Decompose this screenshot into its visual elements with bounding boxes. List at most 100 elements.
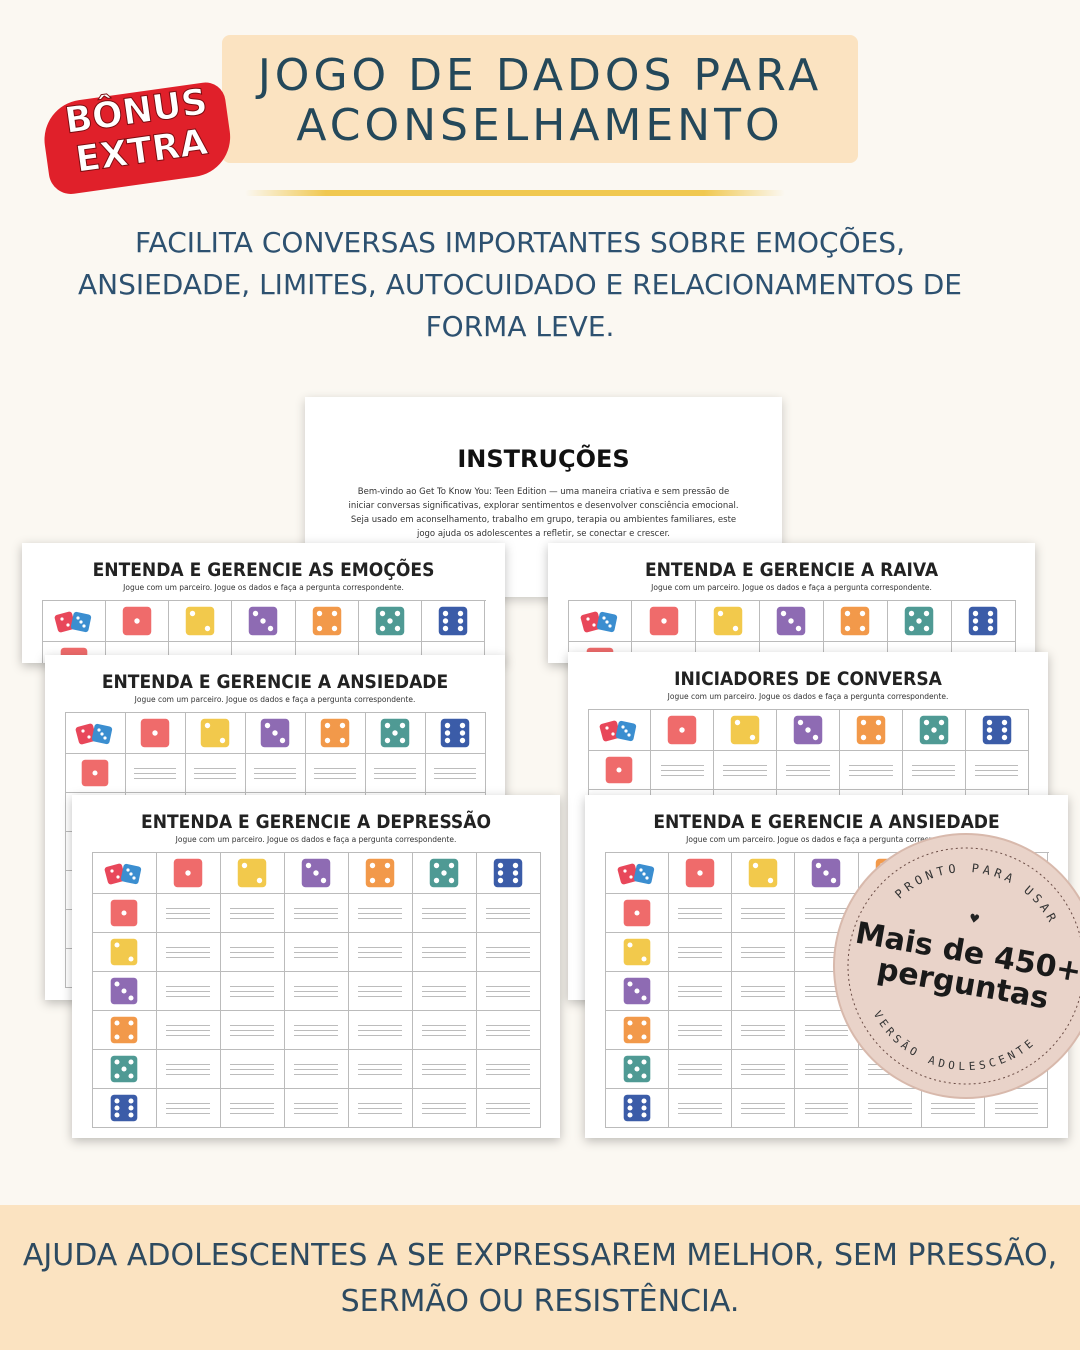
die: [110, 899, 138, 927]
footer: AJUDA ADOLESCENTES A SE EXPRESSAREM MELH…: [0, 1205, 1080, 1350]
grid-cell: [732, 1089, 796, 1128]
die: [623, 1055, 650, 1083]
die: [429, 858, 459, 888]
grid-cell: [156, 1050, 221, 1089]
die: [812, 858, 841, 888]
question-text: [194, 766, 236, 780]
grid-cell: [714, 751, 778, 790]
grid-cell: [92, 1050, 157, 1089]
die: [365, 858, 395, 888]
question-text: [485, 1062, 531, 1076]
question-text: [229, 1101, 275, 1115]
die: [623, 1094, 650, 1122]
question-text: [867, 1101, 912, 1115]
die: [380, 718, 410, 748]
worksheet: ENTENDA E GERENCIE AS EMOÇÕES Jogue com u…: [22, 543, 505, 663]
grid-cell: [777, 751, 840, 790]
grid-cell: [295, 601, 359, 642]
grid-cell: [92, 972, 157, 1011]
subtitle-line: FACILITA CONVERSAS IMPORTANTES SOBRE EMO…: [135, 226, 905, 259]
die: [623, 1016, 650, 1044]
question-text: [741, 1023, 785, 1037]
die: [375, 606, 405, 636]
worksheet-subtitle: Jogue com um parceiro. Jogue os dados e …: [667, 692, 949, 701]
grid-cell: [156, 853, 221, 894]
die: [301, 858, 331, 888]
die: [260, 718, 290, 748]
die: [982, 715, 1011, 745]
worksheet: ENTENDA E GERENCIE A DEPRESSÃO Jogue com …: [72, 795, 560, 1138]
die: [730, 715, 760, 745]
grid-cell: [156, 1011, 221, 1050]
die: [249, 606, 278, 636]
question-text: [165, 1062, 211, 1076]
question-text: [485, 906, 531, 920]
grid-cell: [476, 894, 541, 933]
die: [237, 858, 267, 888]
grid-cell: [284, 894, 349, 933]
question-text: [804, 906, 849, 920]
die: [185, 606, 215, 636]
die: [110, 1055, 138, 1083]
question-text: [741, 945, 785, 959]
question-text: [485, 1101, 531, 1115]
heart: ♥: [968, 911, 981, 927]
question-text: [229, 1062, 275, 1076]
grid-cell: [220, 933, 285, 972]
grid-cell: [921, 1089, 986, 1128]
grid-cell: [605, 1050, 669, 1089]
grid-cell: [839, 710, 903, 751]
grid-cell: [732, 972, 796, 1011]
grid-cell: [284, 1089, 349, 1128]
question-text: [293, 945, 339, 959]
grid-cell: [668, 1050, 733, 1089]
die: [81, 759, 109, 787]
grid-cell: [220, 1011, 285, 1050]
grid-cell: [169, 601, 233, 642]
grid-cell: [605, 972, 669, 1011]
instructions-line: jogo ajuda os adolescentes a refletir, s…: [416, 529, 671, 539]
dice-icon: [75, 723, 113, 745]
grid-cell: [92, 894, 157, 933]
bonus-badge: BÔNUS EXTRA: [39, 79, 240, 200]
grid-cell: [887, 601, 952, 642]
footer-line: AJUDA ADOLESCENTES A SE EXPRESSAREM MELH…: [22, 1238, 1058, 1273]
grid-cell: [220, 1050, 285, 1089]
question-text: [293, 984, 339, 998]
grid-cell: [696, 601, 761, 642]
question-text: [974, 763, 1019, 777]
die: [793, 715, 823, 745]
grid-cell: [777, 710, 840, 751]
grid-cell: [588, 751, 652, 790]
question-text: [421, 906, 467, 920]
grid-cell: [348, 853, 413, 894]
grid-cell: [668, 853, 733, 894]
grid-cell: [476, 972, 541, 1011]
question-text: [804, 1062, 849, 1076]
die: [110, 938, 138, 966]
title-line: JOGO DE DADOS PARA: [257, 50, 823, 101]
grid-cell: [348, 972, 413, 1011]
question-text: [434, 766, 476, 780]
question-text: [804, 1101, 849, 1115]
question-text: [786, 763, 830, 777]
title-line: ACONSELHAMENTO: [296, 100, 784, 151]
grid-cell: [284, 972, 349, 1011]
question-text: [357, 906, 403, 920]
grid-cell: [668, 894, 733, 933]
instructions-title: INSTRUÇÕES: [457, 445, 630, 473]
grid-cell: [732, 1050, 796, 1089]
die: [748, 858, 778, 888]
grid-cell: [220, 853, 285, 894]
question-text: [357, 1023, 403, 1037]
grid-cell: [412, 933, 477, 972]
die: [140, 718, 170, 748]
grid-cell: [245, 713, 306, 754]
die: [439, 606, 468, 636]
grid-cell: [605, 1089, 669, 1128]
question-text: [134, 766, 176, 780]
grid-cell: [185, 713, 246, 754]
grid-cell: [476, 853, 541, 894]
question-text: [741, 984, 785, 998]
grid-cell: [795, 853, 859, 894]
